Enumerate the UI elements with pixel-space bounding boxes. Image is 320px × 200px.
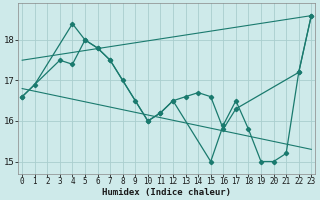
X-axis label: Humidex (Indice chaleur): Humidex (Indice chaleur)	[102, 188, 231, 197]
